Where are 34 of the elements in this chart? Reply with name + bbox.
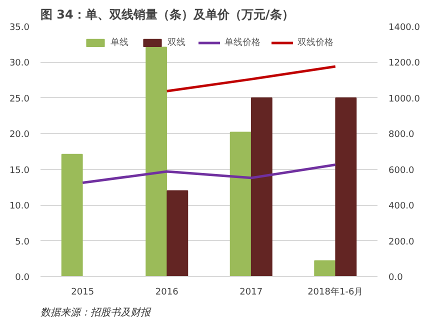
y2-tick-label: 1400.0 [388,23,420,33]
y-tick-label: 25.0 [9,94,30,104]
legend-label: 双线 [168,36,186,49]
y2-tick-label: 1000.0 [388,94,420,104]
bar [335,97,357,276]
source-note: 数据来源：招股书及财报 [40,306,152,318]
x-tick-label: 2018年1-6月 [308,286,364,298]
y-tick-label: 15.0 [9,166,30,176]
legend-label: 单线价格 [224,36,260,49]
bar [146,46,168,276]
x-tick-label: 2015 [71,288,94,298]
y-tick-label: 20.0 [9,130,30,140]
y2-tick-label: 0.0 [388,273,404,283]
bar [166,190,188,276]
x-tick-label: 2017 [240,288,263,298]
bar [314,260,336,276]
y-tick-label: 5.0 [15,237,30,248]
y2-tick-label: 800.0 [388,130,415,140]
legend-label: 双线价格 [298,36,334,49]
bar [250,97,272,276]
chart-title: 图 34：单、双线销量（条）及单价（万元/条） [40,8,294,22]
y-tick-label: 30.0 [9,58,30,69]
x-tick-label: 2016 [155,288,179,298]
y2-tick-label: 400.0 [388,202,415,212]
y2-tick-label: 1200.0 [388,58,420,69]
y-tick-label: 35.0 [9,23,30,33]
y-tick-label: 0.0 [15,273,30,283]
y-tick-label: 10.0 [9,202,30,212]
legend-label: 单线 [110,36,130,49]
bar [61,154,83,276]
y2-tick-label: 600.0 [388,166,415,176]
line-series [81,163,337,184]
y2-tick-label: 200.0 [388,237,415,248]
bar [230,132,252,276]
